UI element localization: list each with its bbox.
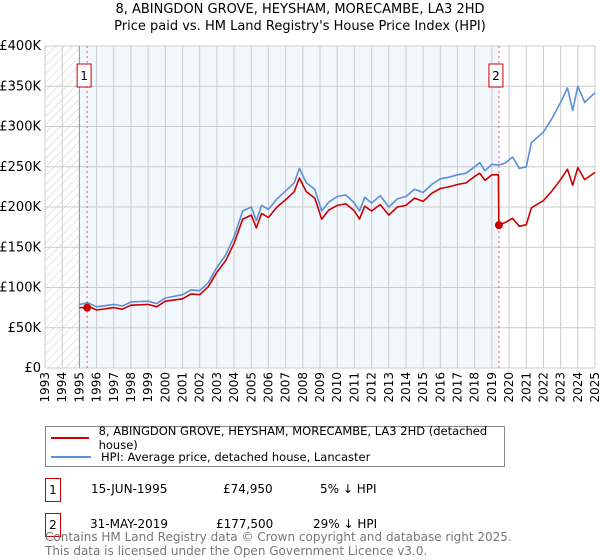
y-tick-label: £50K: [8, 321, 42, 336]
x-tick-label: 2003: [210, 372, 224, 403]
x-tick-label: 2024: [571, 372, 585, 403]
x-tick-label: 2002: [193, 372, 207, 403]
transaction-number: 1: [45, 478, 61, 502]
transaction-date: 31-MAY-2019: [90, 517, 169, 531]
x-tick-label: 2010: [330, 372, 344, 403]
x-tick-label: 1996: [90, 372, 104, 403]
x-tick-label: 2016: [433, 372, 447, 403]
x-tick-label: 1997: [107, 372, 121, 403]
x-tick-label: 1998: [124, 372, 138, 403]
x-tick-label: 1993: [38, 372, 52, 403]
x-tick-label: 2009: [313, 372, 327, 403]
x-tick-label: 2023: [554, 372, 568, 403]
x-tick-label: 2020: [502, 372, 516, 403]
chart-title-line1: 8, ABINGDON GROVE, HEYSHAM, MORECAMBE, L…: [115, 2, 485, 17]
transaction-row: 2 31-MAY-2019 £177,500 29% ↓ HPI: [45, 513, 545, 537]
legend: 8, ABINGDON GROVE, HEYSHAM, MORECAMBE, L…: [45, 424, 505, 467]
x-tick-label: 2018: [468, 372, 482, 403]
transaction-hpi-diff: 29% ↓ HPI: [313, 517, 378, 531]
x-tick-label: 1994: [55, 372, 69, 403]
transaction-price: £74,950: [223, 482, 273, 496]
legend-label-hpi: HPI: Average price, detached house, Lanc…: [101, 450, 371, 464]
x-tick-label: 2000: [158, 372, 172, 403]
x-tick-label: 2004: [227, 372, 241, 403]
y-tick-label: £200K: [0, 200, 41, 215]
blue-line-swatch: [51, 456, 91, 458]
y-tick-label: £400K: [0, 39, 41, 54]
legend-item-hpi: HPI: Average price, detached house, Lanc…: [51, 449, 370, 465]
red-line-swatch: [51, 437, 89, 439]
x-tick-label: 2001: [176, 372, 190, 403]
chart-title-line2: Price paid vs. HM Land Registry's House …: [114, 19, 486, 34]
transaction-hpi-diff: 5% ↓ HPI: [320, 482, 377, 496]
y-tick-label: £150K: [0, 240, 41, 255]
x-tick-label: 2014: [399, 372, 413, 403]
sale-label-box: [76, 63, 92, 88]
sale-label-box: [488, 63, 504, 88]
transaction-number: 2: [45, 513, 61, 537]
y-tick-label: £250K: [0, 160, 41, 175]
property-price-line: [79, 166, 596, 311]
transaction-price: £177,500: [216, 517, 274, 531]
x-tick-label: 2015: [416, 372, 430, 403]
x-tick-label: 2019: [485, 372, 499, 403]
hpi-line: [79, 85, 596, 308]
sale-point-marker: [494, 221, 503, 230]
x-tick-label: 2011: [347, 372, 361, 403]
price-chart: 1 2 £0 £50K £100K £150K £200K £250K £300K £350K £4…: [0, 39, 600, 403]
sale-point-marker: [83, 303, 92, 312]
y-tick-label: £300K: [0, 120, 41, 135]
x-tick-label: 2006: [261, 372, 275, 403]
x-tick-label: 2022: [536, 372, 550, 403]
legend-label-property: 8, ABINGDON GROVE, HEYSHAM, MORECAMBE, L…: [98, 424, 488, 452]
legend-item-property: 8, ABINGDON GROVE, HEYSHAM, MORECAMBE, L…: [51, 424, 504, 452]
x-tick-label: 2017: [451, 372, 465, 403]
sale-label-number: 2: [492, 69, 500, 83]
y-tick-label: £100K: [0, 281, 41, 296]
transaction-row: 1 15-JUN-1995 £74,950 5% ↓ HPI: [45, 478, 545, 502]
transaction-date: 15-JUN-1995: [91, 482, 168, 496]
footer-copyright: Contains HM Land Registry data © Crown c…: [45, 530, 512, 544]
x-tick-label: 2008: [296, 372, 310, 403]
y-tick-label: £0: [24, 361, 41, 376]
sale-label-number: 1: [80, 69, 88, 83]
footer-licence: This data is licensed under the Open Gov…: [45, 544, 428, 558]
y-tick-label: £350K: [0, 79, 41, 94]
x-tick-label: 1999: [141, 372, 155, 403]
x-tick-label: 2012: [365, 372, 379, 403]
x-tick-label: 2005: [244, 372, 258, 403]
x-tick-label: 2021: [519, 372, 533, 403]
x-tick-label: 1995: [72, 372, 86, 403]
x-tick-label: 2013: [382, 372, 396, 403]
x-tick-label: 2025: [588, 372, 600, 403]
x-tick-label: 2007: [279, 372, 293, 403]
